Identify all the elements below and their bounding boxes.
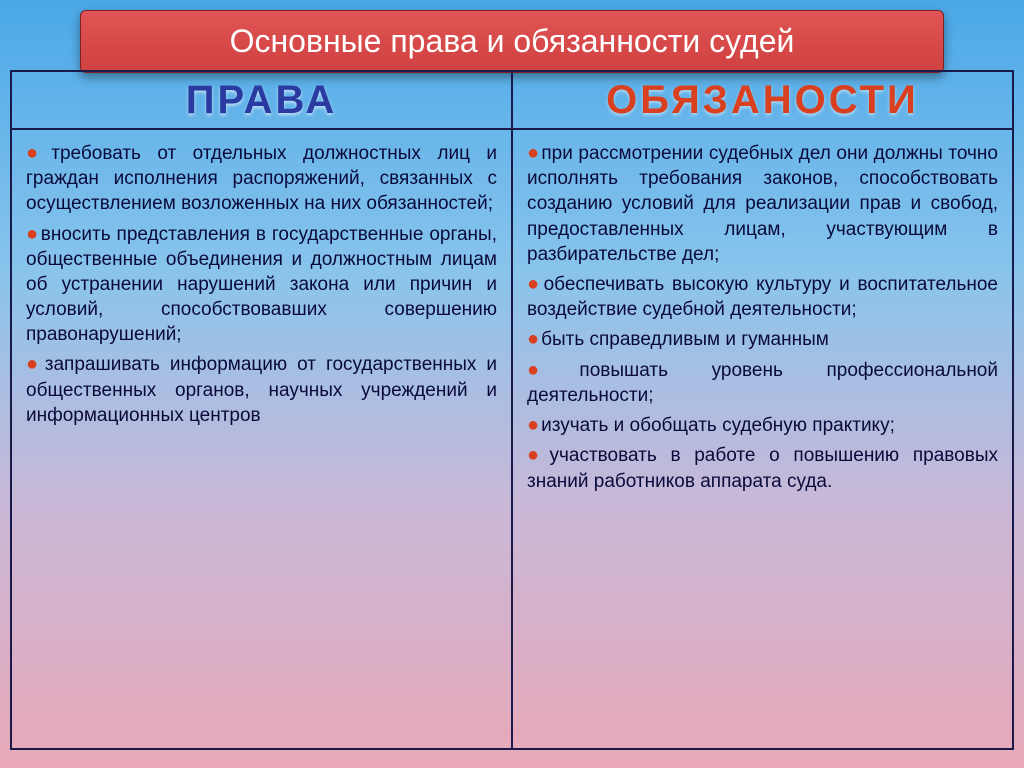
bullet-icon: ●	[527, 444, 550, 466]
bullet-icon: ●	[527, 142, 541, 164]
bullet-icon: ●	[26, 353, 45, 375]
bullet-icon: ●	[26, 223, 41, 245]
bullet-icon: ●	[527, 328, 541, 350]
item-text: при рассмотрении судебных дел они должны…	[527, 143, 998, 265]
bullet-icon: ●	[527, 359, 579, 381]
list-item: ●повышать уровень профессиональной деяте…	[527, 357, 998, 408]
table-header-row: ПРАВА ОБЯЗАНОСТИ	[12, 72, 1012, 130]
slide-title: Основные права и обязанности судей	[80, 10, 944, 73]
list-item: ●при рассмотрении судебных дел они должн…	[527, 140, 998, 267]
item-text: быть справедливым и гуманным	[541, 329, 829, 350]
item-text: изучать и обобщать судебную практику;	[541, 415, 895, 436]
list-item: ●участвовать в работе о повышению правов…	[527, 442, 998, 493]
item-text: участвовать в работе о повышению правовы…	[527, 445, 998, 491]
bullet-icon: ●	[527, 414, 541, 436]
duties-cell: ●при рассмотрении судебных дел они должн…	[513, 130, 1012, 748]
header-rights: ПРАВА	[12, 72, 513, 128]
bullet-icon: ●	[527, 273, 544, 295]
list-item: ●запрашивать информацию от государственн…	[26, 351, 497, 428]
item-text: требовать от отдельных должностных лиц и…	[26, 143, 497, 214]
item-text: повышать уровень профессиональной деятел…	[527, 360, 998, 406]
table-body-row: ●требовать от отдельных должностных лиц …	[12, 130, 1012, 748]
list-item: ●быть справедливым и гуманным	[527, 326, 998, 352]
list-item: ●требовать от отдельных должностных лиц …	[26, 140, 497, 217]
list-item: ●изучать и обобщать судебную практику;	[527, 412, 998, 438]
item-text: обеспечивать высокую культуру и воспитат…	[527, 274, 998, 320]
item-text: запрашивать информацию от государственны…	[26, 354, 497, 425]
bullet-icon: ●	[26, 142, 51, 164]
item-text: вносить представления в государственные …	[26, 224, 497, 346]
comparison-table: ПРАВА ОБЯЗАНОСТИ ●требовать от отдельных…	[10, 70, 1014, 750]
list-item: ●вносить представления в государственные…	[26, 221, 497, 348]
rights-cell: ●требовать от отдельных должностных лиц …	[12, 130, 513, 748]
header-duties: ОБЯЗАНОСТИ	[513, 72, 1012, 128]
list-item: ●обеспечивать высокую культуру и воспита…	[527, 271, 998, 322]
